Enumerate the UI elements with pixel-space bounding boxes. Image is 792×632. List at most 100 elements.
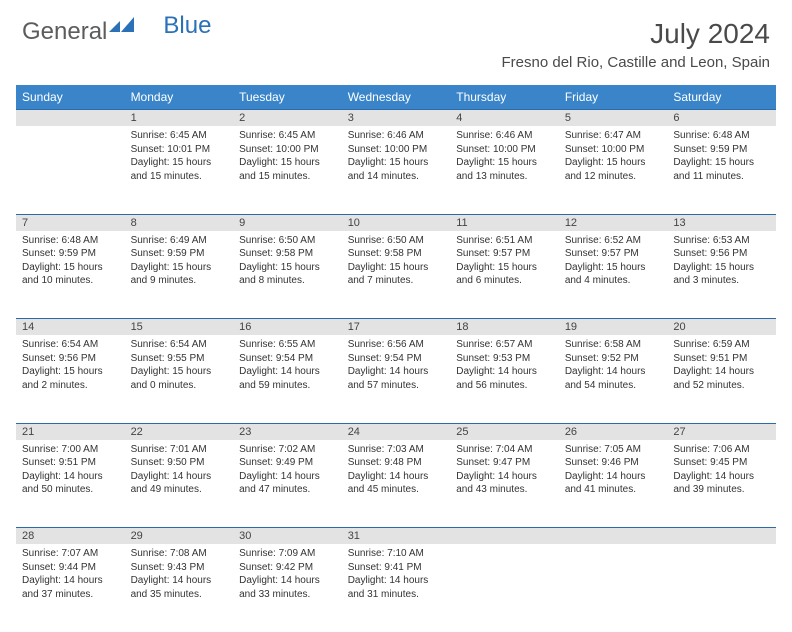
date-cell: 22 xyxy=(125,423,234,440)
dayhead-friday: Friday xyxy=(559,85,668,110)
daylight-text: Daylight: 14 hours and 50 minutes. xyxy=(22,470,119,497)
dayhead-thursday: Thursday xyxy=(450,85,559,110)
daylight-text: Daylight: 15 hours and 8 minutes. xyxy=(239,261,336,288)
date-cell: 27 xyxy=(667,423,776,440)
daylight-text: Daylight: 14 hours and 56 minutes. xyxy=(456,365,553,392)
sunset-text: Sunset: 9:59 PM xyxy=(131,247,228,261)
day-cell: Sunrise: 7:01 AMSunset: 9:50 PMDaylight:… xyxy=(125,440,234,528)
sunset-text: Sunset: 9:49 PM xyxy=(239,456,336,470)
sunset-text: Sunset: 9:54 PM xyxy=(239,352,336,366)
day-cell: Sunrise: 6:46 AMSunset: 10:00 PMDaylight… xyxy=(342,126,451,214)
daylight-text: Daylight: 14 hours and 57 minutes. xyxy=(348,365,445,392)
daylight-text: Daylight: 15 hours and 13 minutes. xyxy=(456,156,553,183)
sunrise-text: Sunrise: 7:09 AM xyxy=(239,547,336,561)
date-cell: 1 xyxy=(125,110,234,127)
date-cell: 31 xyxy=(342,528,451,545)
sunset-text: Sunset: 10:00 PM xyxy=(456,143,553,157)
daylight-text: Daylight: 15 hours and 11 minutes. xyxy=(673,156,770,183)
date-cell: 26 xyxy=(559,423,668,440)
sunset-text: Sunset: 9:56 PM xyxy=(673,247,770,261)
sunset-text: Sunset: 9:59 PM xyxy=(673,143,770,157)
sunset-text: Sunset: 9:58 PM xyxy=(239,247,336,261)
sunset-text: Sunset: 9:53 PM xyxy=(456,352,553,366)
dayhead-sunday: Sunday xyxy=(16,85,125,110)
sunrise-text: Sunrise: 7:06 AM xyxy=(673,443,770,457)
date-row: 21222324252627 xyxy=(16,423,776,440)
daylight-text: Daylight: 14 hours and 41 minutes. xyxy=(565,470,662,497)
date-cell: 14 xyxy=(16,319,125,336)
sunset-text: Sunset: 9:41 PM xyxy=(348,561,445,575)
sunset-text: Sunset: 9:45 PM xyxy=(673,456,770,470)
sunrise-text: Sunrise: 7:00 AM xyxy=(22,443,119,457)
sunset-text: Sunset: 9:55 PM xyxy=(131,352,228,366)
day-cell: Sunrise: 7:04 AMSunset: 9:47 PMDaylight:… xyxy=(450,440,559,528)
info-row: Sunrise: 7:00 AMSunset: 9:51 PMDaylight:… xyxy=(16,440,776,528)
day-cell xyxy=(559,544,668,632)
day-cell xyxy=(450,544,559,632)
date-cell xyxy=(667,528,776,545)
sunrise-text: Sunrise: 6:51 AM xyxy=(456,234,553,248)
day-cell xyxy=(16,126,125,214)
sunrise-text: Sunrise: 6:57 AM xyxy=(456,338,553,352)
sunrise-text: Sunrise: 6:59 AM xyxy=(673,338,770,352)
date-cell: 20 xyxy=(667,319,776,336)
daylight-text: Daylight: 14 hours and 52 minutes. xyxy=(673,365,770,392)
dayhead-saturday: Saturday xyxy=(667,85,776,110)
daylight-text: Daylight: 15 hours and 15 minutes. xyxy=(239,156,336,183)
day-cell: Sunrise: 6:55 AMSunset: 9:54 PMDaylight:… xyxy=(233,335,342,423)
daylight-text: Daylight: 14 hours and 59 minutes. xyxy=(239,365,336,392)
sunrise-text: Sunrise: 6:50 AM xyxy=(239,234,336,248)
date-cell xyxy=(450,528,559,545)
sunrise-text: Sunrise: 7:08 AM xyxy=(131,547,228,561)
info-row: Sunrise: 6:54 AMSunset: 9:56 PMDaylight:… xyxy=(16,335,776,423)
sunset-text: Sunset: 9:59 PM xyxy=(22,247,119,261)
day-header-row: Sunday Monday Tuesday Wednesday Thursday… xyxy=(16,85,776,110)
day-cell: Sunrise: 7:08 AMSunset: 9:43 PMDaylight:… xyxy=(125,544,234,632)
day-cell: Sunrise: 6:52 AMSunset: 9:57 PMDaylight:… xyxy=(559,231,668,319)
date-cell: 18 xyxy=(450,319,559,336)
info-row: Sunrise: 6:48 AMSunset: 9:59 PMDaylight:… xyxy=(16,231,776,319)
date-row: 123456 xyxy=(16,110,776,127)
sunrise-text: Sunrise: 6:56 AM xyxy=(348,338,445,352)
day-cell: Sunrise: 6:57 AMSunset: 9:53 PMDaylight:… xyxy=(450,335,559,423)
day-cell: Sunrise: 6:56 AMSunset: 9:54 PMDaylight:… xyxy=(342,335,451,423)
sunrise-text: Sunrise: 7:03 AM xyxy=(348,443,445,457)
day-cell: Sunrise: 7:06 AMSunset: 9:45 PMDaylight:… xyxy=(667,440,776,528)
day-cell: Sunrise: 6:50 AMSunset: 9:58 PMDaylight:… xyxy=(342,231,451,319)
sunrise-text: Sunrise: 6:53 AM xyxy=(673,234,770,248)
logo-triangles-icon xyxy=(109,16,135,37)
sunrise-text: Sunrise: 6:54 AM xyxy=(22,338,119,352)
day-cell: Sunrise: 6:45 AMSunset: 10:00 PMDaylight… xyxy=(233,126,342,214)
logo: General Blue xyxy=(22,18,211,46)
calendar-table: Sunday Monday Tuesday Wednesday Thursday… xyxy=(16,85,776,632)
sunrise-text: Sunrise: 6:48 AM xyxy=(673,129,770,143)
day-cell: Sunrise: 7:07 AMSunset: 9:44 PMDaylight:… xyxy=(16,544,125,632)
sunrise-text: Sunrise: 6:52 AM xyxy=(565,234,662,248)
sunset-text: Sunset: 10:00 PM xyxy=(239,143,336,157)
sunrise-text: Sunrise: 7:01 AM xyxy=(131,443,228,457)
location-subtitle: Fresno del Rio, Castille and Leon, Spain xyxy=(502,54,771,71)
day-cell xyxy=(667,544,776,632)
sunset-text: Sunset: 9:56 PM xyxy=(22,352,119,366)
daylight-text: Daylight: 14 hours and 31 minutes. xyxy=(348,574,445,601)
date-cell: 19 xyxy=(559,319,668,336)
daylight-text: Daylight: 14 hours and 49 minutes. xyxy=(131,470,228,497)
sunset-text: Sunset: 10:01 PM xyxy=(131,143,228,157)
sunset-text: Sunset: 9:52 PM xyxy=(565,352,662,366)
sunrise-text: Sunrise: 6:48 AM xyxy=(22,234,119,248)
date-cell: 16 xyxy=(233,319,342,336)
daylight-text: Daylight: 14 hours and 33 minutes. xyxy=(239,574,336,601)
info-row: Sunrise: 6:45 AMSunset: 10:01 PMDaylight… xyxy=(16,126,776,214)
date-cell: 6 xyxy=(667,110,776,127)
day-cell: Sunrise: 7:09 AMSunset: 9:42 PMDaylight:… xyxy=(233,544,342,632)
daylight-text: Daylight: 14 hours and 37 minutes. xyxy=(22,574,119,601)
daylight-text: Daylight: 15 hours and 2 minutes. xyxy=(22,365,119,392)
date-cell: 13 xyxy=(667,214,776,231)
sunset-text: Sunset: 9:44 PM xyxy=(22,561,119,575)
day-cell: Sunrise: 6:48 AMSunset: 9:59 PMDaylight:… xyxy=(16,231,125,319)
date-cell: 2 xyxy=(233,110,342,127)
day-cell: Sunrise: 6:45 AMSunset: 10:01 PMDaylight… xyxy=(125,126,234,214)
daylight-text: Daylight: 15 hours and 10 minutes. xyxy=(22,261,119,288)
daylight-text: Daylight: 15 hours and 4 minutes. xyxy=(565,261,662,288)
date-cell: 24 xyxy=(342,423,451,440)
